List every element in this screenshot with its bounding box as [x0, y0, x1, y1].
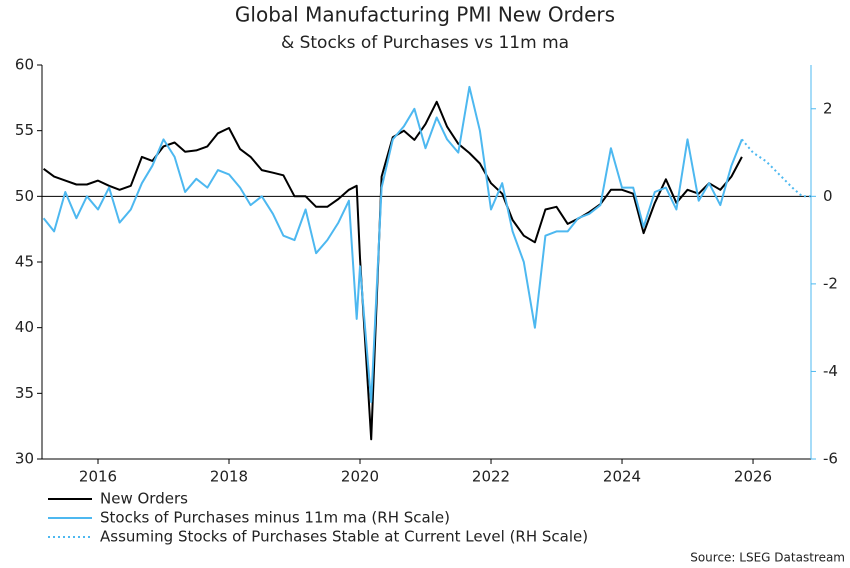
y-tick-label: 55	[15, 121, 34, 139]
y2-tick-label: 0	[823, 187, 833, 205]
y-tick-label: 50	[15, 187, 34, 205]
x-tick-label: 2022	[472, 468, 510, 486]
legend-label: Stocks of Purchases minus 11m ma (RH Sca…	[100, 509, 450, 527]
y-tick-label: 30	[15, 450, 34, 468]
legend-label: Assuming Stocks of Purchases Stable at C…	[100, 528, 588, 546]
y-tick-label: 35	[15, 384, 34, 402]
series-line	[741, 138, 811, 198]
x-tick-label: 2026	[734, 468, 772, 486]
x-tick-label: 2020	[341, 468, 379, 486]
x-tick-label: 2016	[79, 468, 117, 486]
series-line	[42, 85, 743, 404]
y2-tick-label: 2	[823, 99, 833, 117]
x-tick-label: 2018	[210, 468, 248, 486]
source: Source: LSEG Datastream	[690, 551, 845, 565]
x-tick-label: 2024	[603, 468, 641, 486]
legend-label: New Orders	[100, 490, 188, 508]
chart-title: Global Manufacturing PMI New Orders	[235, 3, 615, 27]
y-tick-label: 60	[15, 56, 34, 74]
y-tick-label: 40	[15, 318, 34, 336]
series-line	[43, 100, 743, 441]
y2-tick-label: -2	[823, 274, 838, 292]
y2-tick-label: -4	[823, 362, 838, 380]
y-tick-label: 45	[15, 253, 34, 271]
y2-tick-label: -6	[823, 450, 838, 468]
chart-subtitle: & Stocks of Purchases vs 11m ma	[281, 33, 569, 53]
